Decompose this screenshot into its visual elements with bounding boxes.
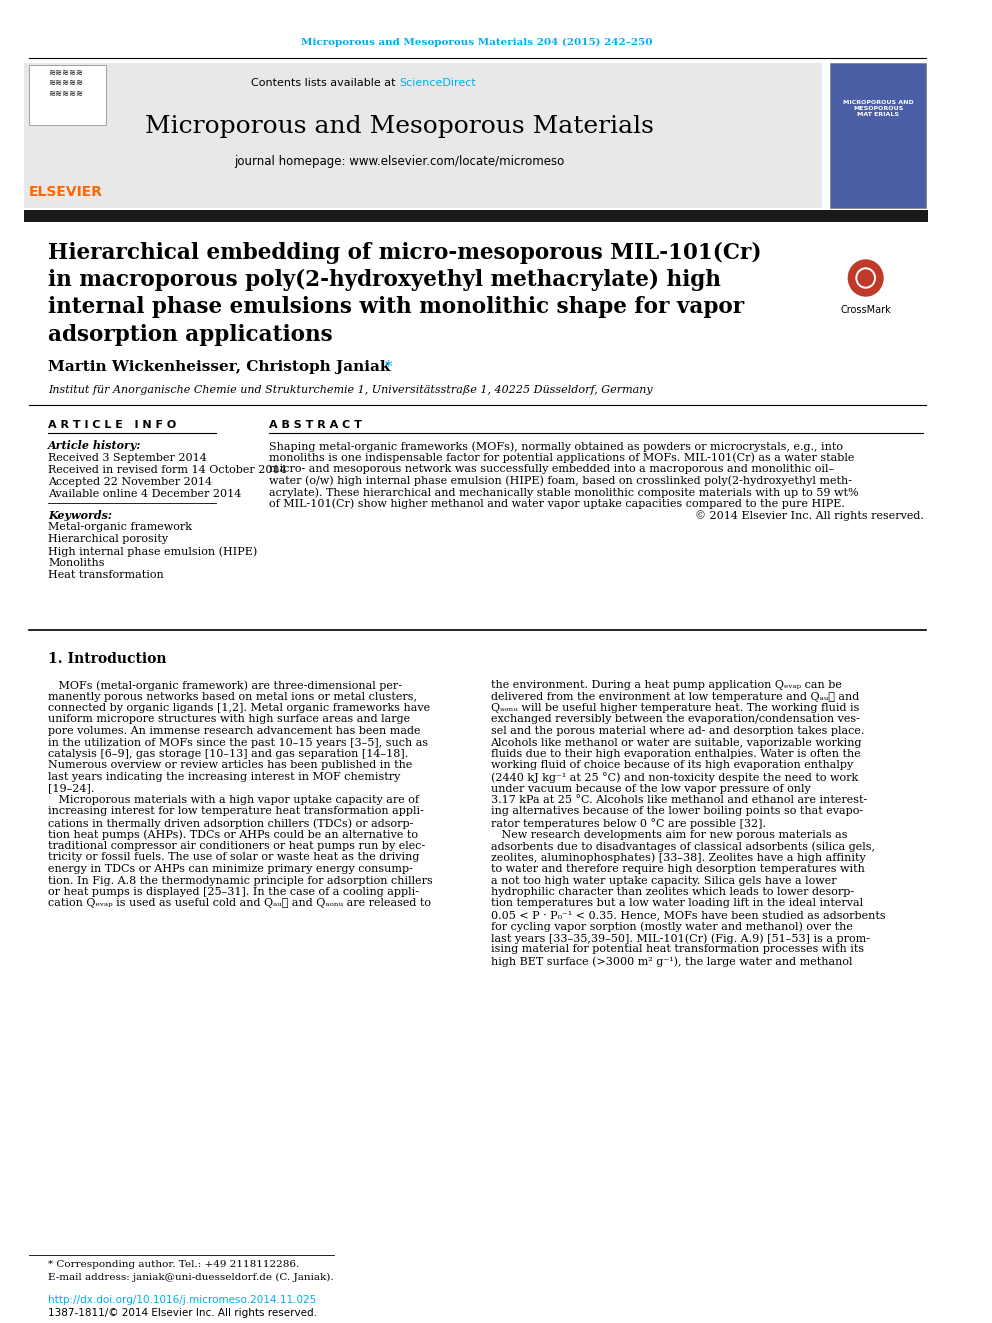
Text: Hierarchical porosity: Hierarchical porosity xyxy=(48,534,169,544)
Text: MOFs (metal-organic framework) are three-dimensional per-: MOFs (metal-organic framework) are three… xyxy=(48,680,402,691)
Circle shape xyxy=(848,261,883,296)
Text: adsorbents due to disadvantages of classical adsorbents (silica gels,: adsorbents due to disadvantages of class… xyxy=(491,841,875,852)
Text: exchanged reversibly between the evaporation/condensation ves-: exchanged reversibly between the evapora… xyxy=(491,714,859,725)
Text: * Corresponding author. Tel.: +49 2118112286.: * Corresponding author. Tel.: +49 211811… xyxy=(48,1259,300,1269)
Text: High internal phase emulsion (HIPE): High internal phase emulsion (HIPE) xyxy=(48,546,257,557)
Text: catalysis [6–9], gas storage [10–13] and gas separation [14–18].: catalysis [6–9], gas storage [10–13] and… xyxy=(48,749,409,759)
Text: ing alternatives because of the lower boiling points so that evapo-: ing alternatives because of the lower bo… xyxy=(491,807,863,816)
Text: Received 3 September 2014: Received 3 September 2014 xyxy=(48,452,207,463)
Text: Article history:: Article history: xyxy=(48,441,142,451)
Text: tricity or fossil fuels. The use of solar or waste heat as the driving: tricity or fossil fuels. The use of sola… xyxy=(48,852,420,863)
Text: A R T I C L E   I N F O: A R T I C L E I N F O xyxy=(48,419,177,430)
Text: last years indicating the increasing interest in MOF chemistry: last years indicating the increasing int… xyxy=(48,773,401,782)
Text: Qₐₒₙᵤ will be useful higher temperature heat. The working fluid is: Qₐₒₙᵤ will be useful higher temperature … xyxy=(491,703,859,713)
Text: Available online 4 December 2014: Available online 4 December 2014 xyxy=(48,490,241,499)
Text: a not too high water uptake capacity. Silica gels have a lower: a not too high water uptake capacity. Si… xyxy=(491,876,836,885)
Text: high BET surface (>3000 m² g⁻¹), the large water and methanol: high BET surface (>3000 m² g⁻¹), the lar… xyxy=(491,957,852,967)
Text: Metal-organic framework: Metal-organic framework xyxy=(48,523,192,532)
Text: pore volumes. An immense research advancement has been made: pore volumes. An immense research advanc… xyxy=(48,726,421,736)
Text: sel and the porous material where ad- and desorption takes place.: sel and the porous material where ad- an… xyxy=(491,726,864,736)
Text: Microporous materials with a high vapor uptake capacity are of: Microporous materials with a high vapor … xyxy=(48,795,419,804)
Text: cations in thermally driven adsorption chillers (TDCs) or adsorp-: cations in thermally driven adsorption c… xyxy=(48,818,414,828)
Text: Microporous and Mesoporous Materials: Microporous and Mesoporous Materials xyxy=(145,115,654,138)
Bar xyxy=(29,65,106,124)
Text: ScienceDirect: ScienceDirect xyxy=(399,78,476,89)
Text: 3.17 kPa at 25 °C. Alcohols like methanol and ethanol are interest-: 3.17 kPa at 25 °C. Alcohols like methano… xyxy=(491,795,867,804)
Text: Hierarchical embedding of micro-mesoporous MIL-101(Cr)
in macroporous poly(2-hyd: Hierarchical embedding of micro-mesoporo… xyxy=(48,242,762,345)
Text: tion temperatures but a low water loading lift in the ideal interval: tion temperatures but a low water loadin… xyxy=(491,898,863,909)
Text: water (o/w) high internal phase emulsion (HIPE) foam, based on crosslinked poly(: water (o/w) high internal phase emulsion… xyxy=(269,475,852,486)
Text: 1. Introduction: 1. Introduction xyxy=(48,652,167,665)
Text: Martin Wickenheisser, Christoph Janiak: Martin Wickenheisser, Christoph Janiak xyxy=(48,360,391,374)
Text: under vacuum because of the low vapor pressure of only: under vacuum because of the low vapor pr… xyxy=(491,783,810,794)
Circle shape xyxy=(856,269,875,288)
Text: CrossMark: CrossMark xyxy=(840,306,891,315)
Text: or heat pumps is displayed [25–31]. In the case of a cooling appli-: or heat pumps is displayed [25–31]. In t… xyxy=(48,886,419,897)
Text: micro- and mesoporous network was successfully embedded into a macroporous and m: micro- and mesoporous network was succes… xyxy=(269,464,834,474)
Text: cation Qₑᵥₐₚ is used as useful cold and Qₐᵤ⸂ and Qₐₒₙᵤ are released to: cation Qₑᵥₐₚ is used as useful cold and … xyxy=(48,898,432,909)
Bar xyxy=(830,64,927,208)
Text: MICROPOROUS AND
MESOPOROUS
MAT ERIALS: MICROPOROUS AND MESOPOROUS MAT ERIALS xyxy=(843,101,914,116)
Text: the environment. During a heat pump application Qₑᵥₐₚ can be: the environment. During a heat pump appl… xyxy=(491,680,841,691)
Text: E-mail address: janiak@uni-duesseldorf.de (C. Janiak).: E-mail address: janiak@uni-duesseldorf.d… xyxy=(48,1273,333,1282)
Text: zeolites, aluminophosphates) [33–38]. Zeolites have a high affinity: zeolites, aluminophosphates) [33–38]. Ze… xyxy=(491,852,865,863)
Text: 1387-1811/© 2014 Elsevier Inc. All rights reserved.: 1387-1811/© 2014 Elsevier Inc. All right… xyxy=(48,1308,317,1318)
Text: working fluid of choice because of its high evaporation enthalpy: working fluid of choice because of its h… xyxy=(491,761,853,770)
Text: http://dx.doi.org/10.1016/j.micromeso.2014.11.025: http://dx.doi.org/10.1016/j.micromeso.20… xyxy=(48,1295,316,1304)
Text: Keywords:: Keywords: xyxy=(48,509,112,521)
Text: ELSEVIER: ELSEVIER xyxy=(29,185,102,198)
Text: Received in revised form 14 October 2014: Received in revised form 14 October 2014 xyxy=(48,464,287,475)
Text: *: * xyxy=(380,360,393,374)
Bar xyxy=(24,210,929,222)
Text: tion heat pumps (AHPs). TDCs or AHPs could be an alternative to: tion heat pumps (AHPs). TDCs or AHPs cou… xyxy=(48,830,418,840)
Text: for cycling vapor sorption (mostly water and methanol) over the: for cycling vapor sorption (mostly water… xyxy=(491,922,852,933)
Text: © 2014 Elsevier Inc. All rights reserved.: © 2014 Elsevier Inc. All rights reserved… xyxy=(694,509,924,521)
Text: of MIL-101(Cr) show higher methanol and water vapor uptake capacities compared t: of MIL-101(Cr) show higher methanol and … xyxy=(269,499,845,509)
Text: Microporous and Mesoporous Materials 204 (2015) 242–250: Microporous and Mesoporous Materials 204… xyxy=(302,38,653,48)
Text: Monoliths: Monoliths xyxy=(48,558,104,568)
Text: in the utilization of MOFs since the past 10–15 years [3–5], such as: in the utilization of MOFs since the pas… xyxy=(48,737,429,747)
Text: Heat transformation: Heat transformation xyxy=(48,570,164,579)
Text: uniform micropore structures with high surface areas and large: uniform micropore structures with high s… xyxy=(48,714,411,725)
Circle shape xyxy=(858,270,873,286)
Text: delivered from the environment at low temperature and Qₐᵤ⸂ and: delivered from the environment at low te… xyxy=(491,692,859,701)
Text: Accepted 22 November 2014: Accepted 22 November 2014 xyxy=(48,478,212,487)
Text: tion. In Fig. A.8 the thermodynamic principle for adsorption chillers: tion. In Fig. A.8 the thermodynamic prin… xyxy=(48,876,433,885)
Text: to water and therefore require high desorption temperatures with: to water and therefore require high deso… xyxy=(491,864,864,875)
Text: monoliths is one indispensable factor for potential applications of MOFs. MIL-10: monoliths is one indispensable factor fo… xyxy=(269,452,855,463)
Text: [19–24].: [19–24]. xyxy=(48,783,94,794)
Text: Alcohols like methanol or water are suitable, vaporizable working: Alcohols like methanol or water are suit… xyxy=(491,737,862,747)
Text: 0.05 < P · P₀⁻¹ < 0.35. Hence, MOFs have been studied as adsorbents: 0.05 < P · P₀⁻¹ < 0.35. Hence, MOFs have… xyxy=(491,910,885,919)
Bar xyxy=(24,64,822,208)
Text: last years [33–35,39–50]. MIL-101(Cr) (Fig. A.9) [51–53] is a prom-: last years [33–35,39–50]. MIL-101(Cr) (F… xyxy=(491,933,870,943)
Text: (2440 kJ kg⁻¹ at 25 °C) and non-toxicity despite the need to work: (2440 kJ kg⁻¹ at 25 °C) and non-toxicity… xyxy=(491,773,858,783)
Text: Numerous overview or review articles has been published in the: Numerous overview or review articles has… xyxy=(48,761,413,770)
Text: Shaping metal-organic frameworks (MOFs), normally obtained as powders or microcr: Shaping metal-organic frameworks (MOFs),… xyxy=(269,441,843,451)
Text: Contents lists available at: Contents lists available at xyxy=(251,78,399,89)
Text: ising material for potential heat transformation processes with its: ising material for potential heat transf… xyxy=(491,945,864,954)
Text: hydrophilic character than zeolites which leads to lower desorp-: hydrophilic character than zeolites whic… xyxy=(491,886,854,897)
Text: New research developments aim for new porous materials as: New research developments aim for new po… xyxy=(491,830,847,840)
Text: Institut für Anorganische Chemie und Strukturchemie 1, Universitätsstraße 1, 402: Institut für Anorganische Chemie und Str… xyxy=(48,385,653,396)
Text: energy in TDCs or AHPs can minimize primary energy consump-: energy in TDCs or AHPs can minimize prim… xyxy=(48,864,413,875)
Text: acrylate). These hierarchical and mechanically stable monolithic composite mater: acrylate). These hierarchical and mechan… xyxy=(269,487,859,497)
Text: A B S T R A C T: A B S T R A C T xyxy=(269,419,362,430)
Text: traditional compressor air conditioners or heat pumps run by elec-: traditional compressor air conditioners … xyxy=(48,841,426,851)
Text: ≋≋≋≋≋
≋≋≋≋≋
≋≋≋≋≋: ≋≋≋≋≋ ≋≋≋≋≋ ≋≋≋≋≋ xyxy=(48,67,83,98)
Text: manently porous networks based on metal ions or metal clusters,: manently porous networks based on metal … xyxy=(48,692,417,701)
Text: rator temperatures below 0 °C are possible [32].: rator temperatures below 0 °C are possib… xyxy=(491,818,766,830)
Text: journal homepage: www.elsevier.com/locate/micromeso: journal homepage: www.elsevier.com/locat… xyxy=(234,155,564,168)
Text: connected by organic ligands [1,2]. Metal organic frameworks have: connected by organic ligands [1,2]. Meta… xyxy=(48,703,431,713)
Text: fluids due to their high evaporation enthalpies. Water is often the: fluids due to their high evaporation ent… xyxy=(491,749,860,759)
Text: increasing interest for low temperature heat transformation appli-: increasing interest for low temperature … xyxy=(48,807,424,816)
